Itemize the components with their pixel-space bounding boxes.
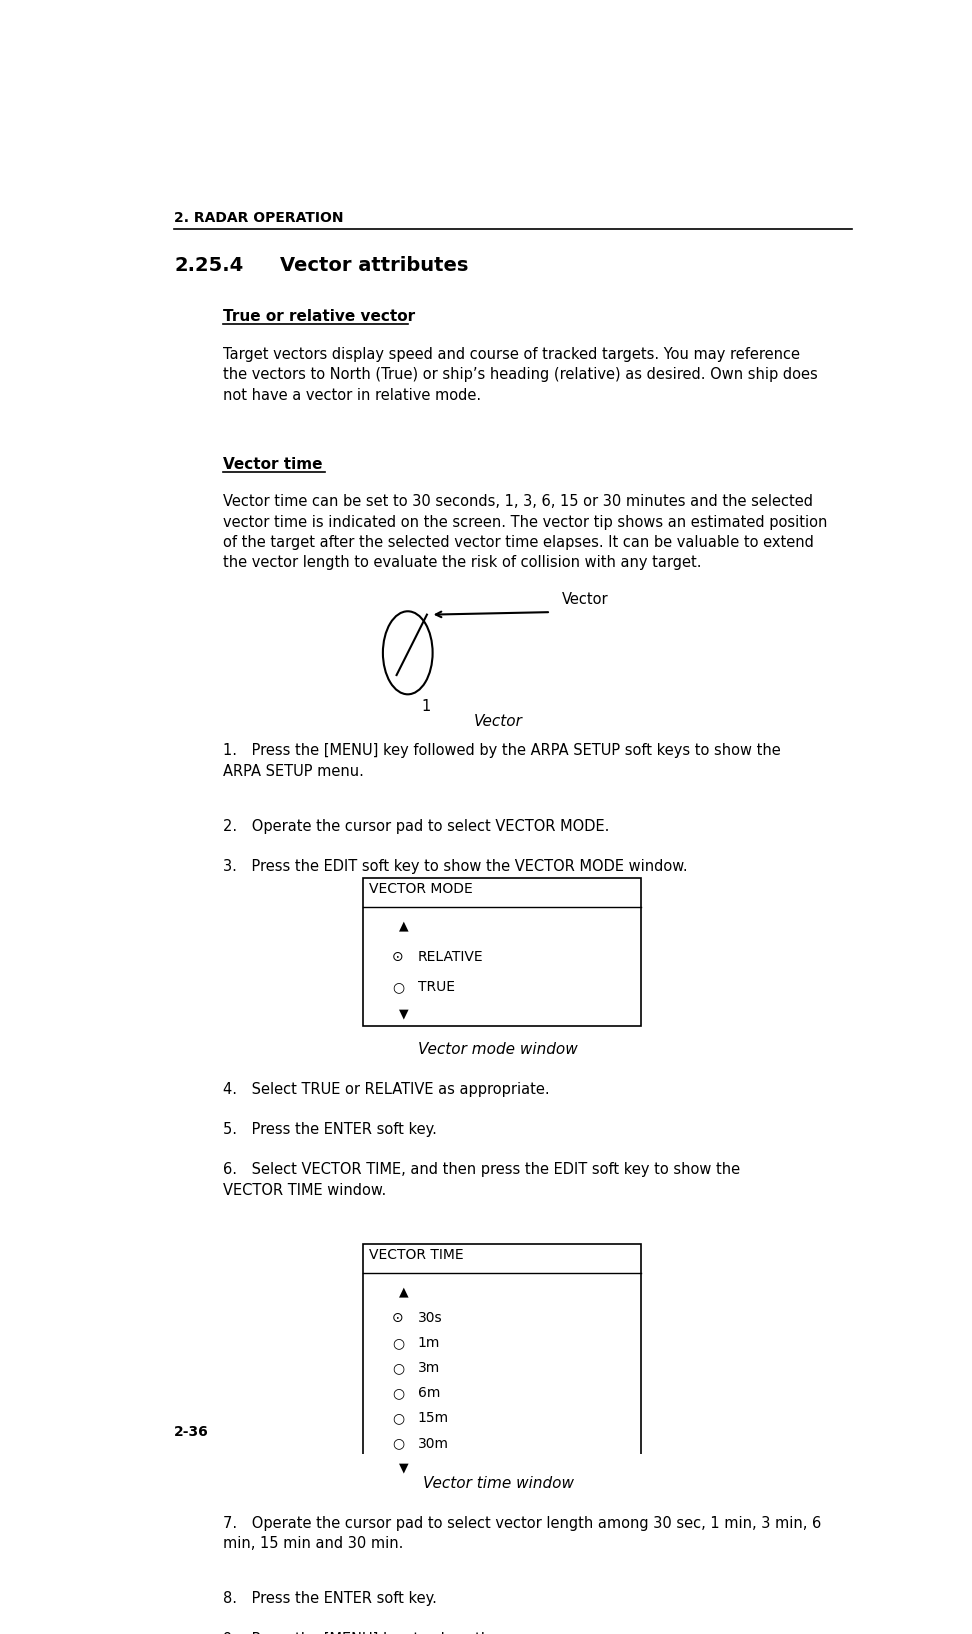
Text: 1m: 1m <box>418 1337 440 1350</box>
Text: ▲: ▲ <box>399 920 409 933</box>
Text: VECTOR TIME: VECTOR TIME <box>368 1248 464 1261</box>
Text: 6m: 6m <box>418 1386 440 1400</box>
Text: ▼: ▼ <box>399 1462 409 1476</box>
Text: 2-36: 2-36 <box>174 1425 209 1440</box>
Text: RELATIVE: RELATIVE <box>418 949 483 964</box>
Text: ○: ○ <box>392 1412 404 1425</box>
Bar <box>363 877 642 1026</box>
Text: Target vectors display speed and course of tracked targets. You may reference
th: Target vectors display speed and course … <box>224 346 818 404</box>
Text: Vector time window: Vector time window <box>423 1476 573 1490</box>
Text: 6. Select VECTOR TIME, and then press the EDIT soft key to show the
VECTOR TIME : 6. Select VECTOR TIME, and then press th… <box>224 1162 741 1198</box>
Text: 30s: 30s <box>418 1310 442 1325</box>
Text: ▼: ▼ <box>399 1008 409 1021</box>
Bar <box>363 1243 642 1461</box>
Text: Vector: Vector <box>562 592 608 608</box>
Text: Vector attributes: Vector attributes <box>280 257 469 276</box>
Text: True or relative vector: True or relative vector <box>224 309 415 324</box>
Text: 5. Press the ENTER soft key.: 5. Press the ENTER soft key. <box>224 1123 437 1137</box>
Text: ⊙: ⊙ <box>392 1310 403 1325</box>
Text: Vector time: Vector time <box>224 456 323 472</box>
Text: ○: ○ <box>392 1436 404 1451</box>
Text: Vector time can be set to 30 seconds, 1, 3, 6, 15 or 30 minutes and the selected: Vector time can be set to 30 seconds, 1,… <box>224 493 827 570</box>
Text: 4. Select TRUE or RELATIVE as appropriate.: 4. Select TRUE or RELATIVE as appropriat… <box>224 1082 550 1096</box>
Text: ▲: ▲ <box>399 1286 409 1299</box>
Text: 3. Press the EDIT soft key to show the VECTOR MODE window.: 3. Press the EDIT soft key to show the V… <box>224 859 688 874</box>
Text: 1: 1 <box>421 699 431 714</box>
Text: VECTOR MODE: VECTOR MODE <box>368 882 472 895</box>
Text: 3m: 3m <box>418 1361 439 1376</box>
Text: 7. Operate the cursor pad to select vector length among 30 sec, 1 min, 3 min, 6
: 7. Operate the cursor pad to select vect… <box>224 1516 821 1551</box>
Text: ○: ○ <box>392 1337 404 1350</box>
Text: ⊙: ⊙ <box>392 949 403 964</box>
Text: 9. Press the [MENU] key to close the menu.: 9. Press the [MENU] key to close the men… <box>224 1632 551 1634</box>
Text: 30m: 30m <box>418 1436 448 1451</box>
Text: 8. Press the ENTER soft key.: 8. Press the ENTER soft key. <box>224 1592 437 1606</box>
Text: Vector: Vector <box>473 714 523 729</box>
Text: 2.25.4: 2.25.4 <box>174 257 243 276</box>
Text: ○: ○ <box>392 980 404 993</box>
Text: 2. Operate the cursor pad to select VECTOR MODE.: 2. Operate the cursor pad to select VECT… <box>224 819 609 833</box>
Text: ○: ○ <box>392 1361 404 1376</box>
Text: 1. Press the [MENU] key followed by the ARPA SETUP soft keys to show the
ARPA SE: 1. Press the [MENU] key followed by the … <box>224 743 781 779</box>
Text: ○: ○ <box>392 1386 404 1400</box>
Text: Vector mode window: Vector mode window <box>418 1041 578 1057</box>
Text: 15m: 15m <box>418 1412 449 1425</box>
Text: TRUE: TRUE <box>418 980 455 993</box>
Text: 2. RADAR OPERATION: 2. RADAR OPERATION <box>174 211 344 225</box>
